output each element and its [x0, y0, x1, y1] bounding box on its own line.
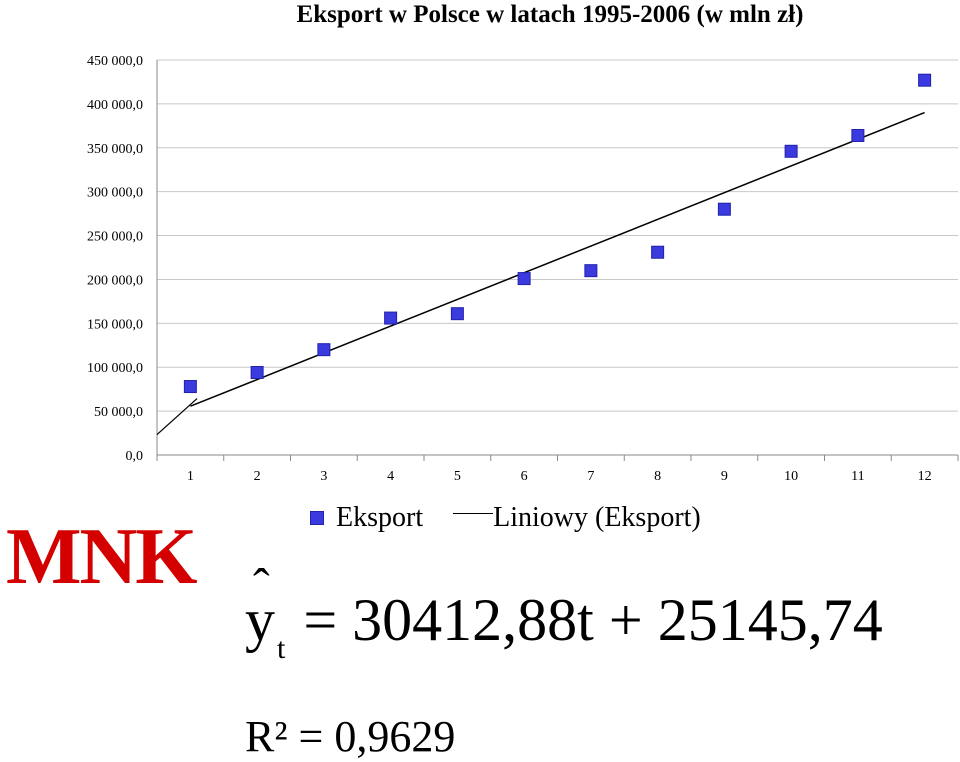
x-tick-label: 9: [721, 469, 728, 484]
trendline-layer: [156, 111, 925, 436]
x-tick-label: 12: [918, 469, 932, 484]
chart-title: Eksport w Polsce w latach 1995-2006 (w m…: [296, 1, 804, 28]
data-point: [717, 202, 731, 216]
x-tick-label: 8: [654, 469, 661, 484]
data-point: [584, 264, 598, 278]
legend: Eksport Liniowy (Eksport): [310, 500, 701, 536]
y-tick-label: 100 000,0: [87, 361, 143, 376]
axes: [156, 60, 959, 461]
y-tick-labels: 0,0 50 000,0 100 000,0 150 000,0 200 000,0 25…: [87, 54, 143, 464]
data-point: [317, 343, 331, 357]
y-tick-label: 200 000,0: [87, 273, 143, 288]
equation-hat: ˆ: [253, 558, 270, 614]
mnk-label: MNK: [6, 513, 198, 601]
regression-equation: ˆ yt = 30412,88t + 25145,74: [245, 558, 883, 671]
y-tick-label: 150 000,0: [87, 317, 143, 332]
x-tick-label: 7: [587, 469, 594, 484]
legend-label-trend: Liniowy (Eksport): [493, 502, 701, 533]
data-point: [183, 380, 197, 394]
x-tick-label: 3: [320, 469, 327, 484]
x-tick-label: 6: [521, 469, 528, 484]
equation-lhs: y: [245, 587, 275, 653]
data-point: [784, 144, 798, 158]
data-point: [851, 128, 865, 142]
x-tick-label: 10: [784, 469, 798, 484]
legend-marker-eksport: [310, 510, 324, 525]
data-point: [918, 73, 932, 87]
data-point: [651, 245, 665, 259]
y-tick-label: 0,0: [126, 449, 144, 464]
trendline: [190, 111, 925, 407]
legend-line-trend: [453, 513, 494, 515]
x-tick-label: 1: [187, 469, 194, 484]
trendline-segment: [156, 398, 198, 436]
equation-rhs: = 30412,88t + 25145,74: [303, 587, 883, 653]
gridlines: [157, 59, 958, 412]
data-point: [517, 272, 531, 286]
equation-subscript: t: [277, 632, 286, 665]
x-tick-label: 4: [387, 469, 394, 484]
x-tick-label: 11: [851, 469, 864, 484]
y-tick-label: 450 000,0: [87, 54, 143, 69]
r-squared-label: R² = 0,9629: [245, 712, 456, 761]
y-tick-label: 350 000,0: [87, 142, 143, 157]
x-tick-label: 2: [254, 469, 261, 484]
data-point: [450, 307, 464, 321]
data-point: [384, 311, 398, 325]
y-tick-label: 400 000,0: [87, 98, 143, 113]
y-tick-label: 50 000,0: [94, 405, 143, 420]
x-tick-label: 5: [454, 469, 461, 484]
data-points: [183, 73, 932, 394]
y-tick-label: 250 000,0: [87, 230, 143, 245]
y-tick-label: 300 000,0: [87, 186, 143, 201]
data-point: [250, 365, 264, 379]
legend-label-eksport: Eksport: [336, 502, 424, 533]
x-tick-labels: 1 2 3 4 5 6 7 8 9 10 11 12: [187, 469, 932, 484]
